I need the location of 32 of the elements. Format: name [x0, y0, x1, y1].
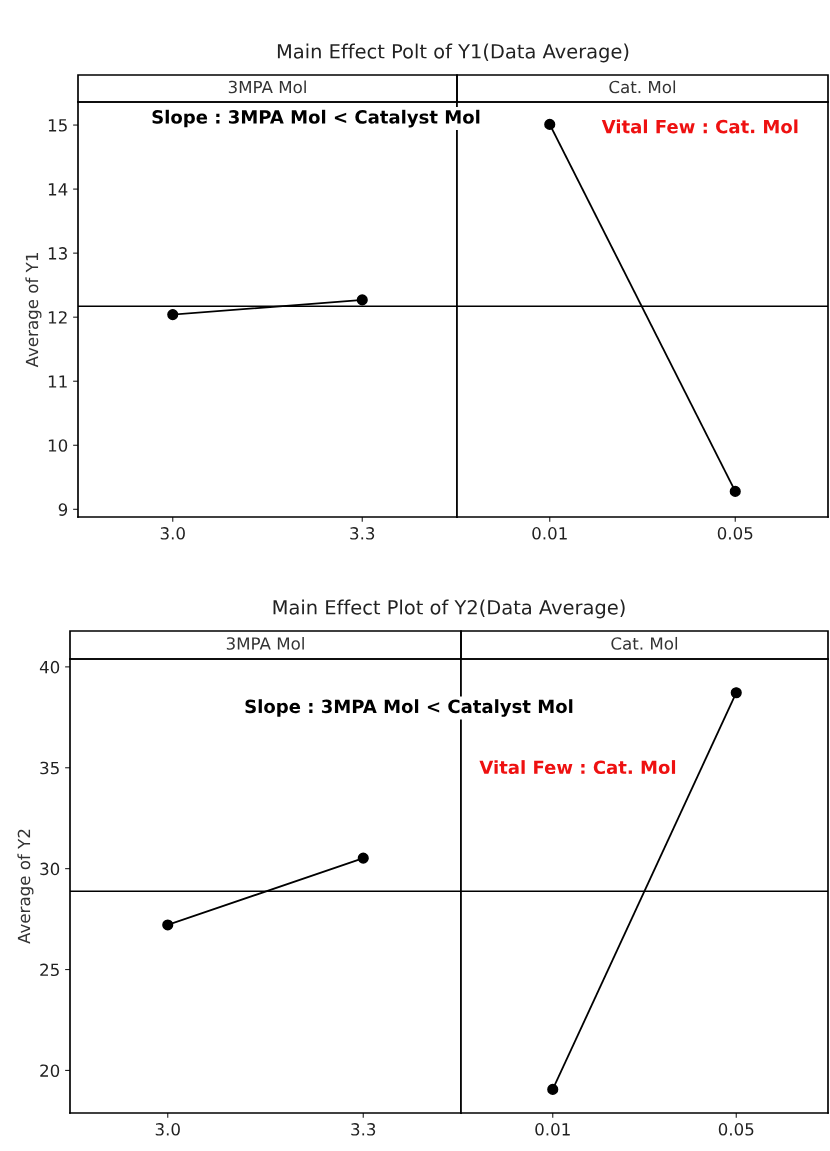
- y-tick-label: 13: [48, 247, 67, 260]
- y-tick-label: 30: [40, 862, 60, 876]
- annotation: Slope : 3MPA Mol < Catalyst Mol: [245, 699, 573, 717]
- annotation: Vital Few : Cat. Mol: [601, 119, 798, 134]
- y-tick-label: 25: [40, 963, 59, 977]
- y-tick-label: 35: [40, 761, 59, 775]
- y-tick-label: 40: [39, 660, 60, 674]
- y-tick-label: 14: [48, 183, 68, 196]
- chart-title: Main Effect Polt of Y1(Data Average): [277, 43, 629, 63]
- x-tick-label: 0.01: [532, 527, 567, 540]
- y-tick-label: 9: [58, 503, 68, 516]
- y-tick-label: 15: [48, 119, 67, 132]
- x-tick-label: 0.01: [535, 1123, 570, 1136]
- y-tick-label: 12: [48, 311, 67, 324]
- y-tick-label: 10: [48, 439, 68, 452]
- x-tick-label: 3.3: [351, 1123, 376, 1136]
- y-axis-title: Average of Y1: [25, 253, 42, 368]
- chart-subtitle: 3MPA Mol: [228, 80, 306, 94]
- annotation: Vital Few : Cat. Mol: [479, 760, 676, 775]
- annotation: Slope : 3MPA Mol < Catalyst Mol: [152, 109, 480, 128]
- y-tick-label: 11: [48, 375, 67, 388]
- x-tick-label: 3.0: [155, 1123, 180, 1136]
- chart-title: Main Effect Plot of Y2(Data Average): [273, 599, 625, 619]
- chart-subtitle: Cat. Mol: [611, 636, 678, 650]
- x-tick-label: 3.0: [160, 527, 185, 540]
- y-axis-title: Average of Y2: [17, 829, 34, 944]
- y-tick-label: 20: [40, 1064, 60, 1077]
- x-tick-label: 3.3: [350, 527, 375, 540]
- x-tick-label: 0.05: [717, 527, 753, 540]
- x-tick-label: 0.05: [718, 1123, 754, 1136]
- chart-subtitle: 3MPA Mol: [226, 636, 304, 650]
- chart-subtitle: Cat. Mol: [609, 80, 676, 94]
